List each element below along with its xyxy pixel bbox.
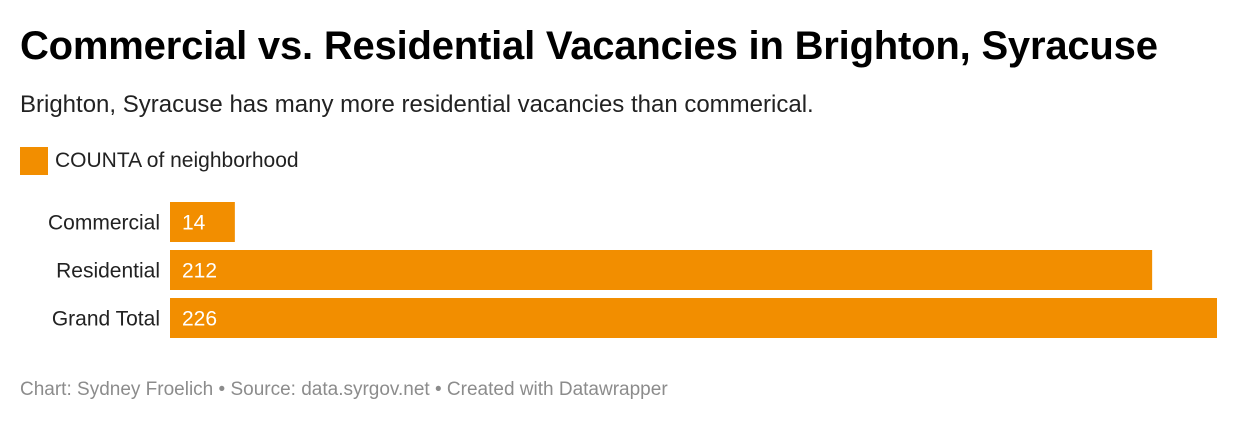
chart-title: Commercial vs. Residential Vacancies in … bbox=[20, 24, 1158, 68]
category-label: Commercial bbox=[48, 212, 160, 235]
legend: COUNTA of neighborhood bbox=[20, 146, 299, 176]
legend-swatch bbox=[20, 147, 48, 175]
chart-subtitle: Brighton, Syracuse has many more residen… bbox=[20, 91, 814, 118]
legend-label: COUNTA of neighborhood bbox=[55, 149, 299, 172]
bar bbox=[170, 250, 1153, 290]
bar-value-label: 226 bbox=[182, 308, 217, 331]
category-label: Grand Total bbox=[52, 308, 160, 331]
bar-chart: Commercial 14 Residential 212 Grand Total 226 bbox=[48, 202, 1217, 338]
bar-value-label: 212 bbox=[182, 260, 217, 283]
bar bbox=[170, 298, 1217, 338]
chart-footer: Chart: Sydney Froelich • Source: data.sy… bbox=[20, 379, 668, 400]
category-label: Residential bbox=[56, 260, 160, 283]
bar bbox=[170, 202, 235, 242]
bar-value-label: 14 bbox=[182, 212, 206, 235]
